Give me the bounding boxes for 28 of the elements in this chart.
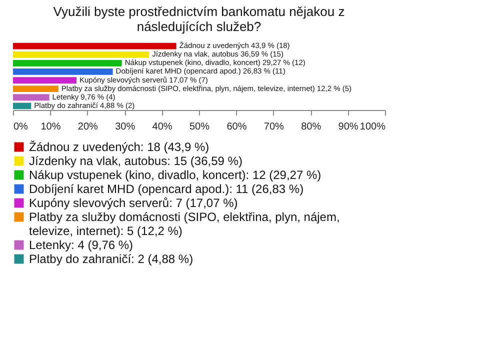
bar (13, 42, 176, 50)
bar (13, 77, 76, 84)
x-tick-label: 70% (264, 122, 284, 132)
x-tick-label: 90% (338, 122, 358, 132)
x-tick-label: 60% (226, 122, 247, 132)
x-tick-label: 0% (14, 122, 28, 132)
x-tick-label: 10% (40, 122, 61, 132)
bar (13, 94, 50, 101)
x-tick-label: 20% (78, 122, 98, 132)
text: Kupóny slevových serverů: 7 (17,07 %) (29, 196, 238, 210)
text: Dobíjení karet MHD (opencard apod.): 11 (26,83 %) (29, 182, 304, 196)
x-tick-label: 30% (115, 122, 136, 132)
text: Platby do zahraničí: 2 (4,88 %) (29, 252, 194, 266)
chart-title: Využili byste prostřednictvím bankomatu nějakou z následujících služeb? (53, 4, 345, 34)
text: Platby za služby domácnosti (SIPO, elektřina, plyn, nájem, televize, internet): 5 (12,2 %) (29, 210, 340, 238)
bar (13, 102, 32, 110)
bar (13, 86, 58, 92)
bar (13, 51, 150, 58)
x-tick-label: 40% (152, 122, 172, 132)
bar (13, 60, 122, 66)
x-tick-label: 80% (301, 122, 322, 132)
x-tick-label: 50% (189, 122, 210, 132)
text: Jízdenky na vlak, autobus: 15 (36,59 %) (29, 154, 242, 168)
text: Žádnou z uvedených: 18 (43,9 %) (29, 140, 210, 154)
x-tick-label: 100% (360, 122, 386, 132)
text: Nákup vstupenek (kino, divadlo, koncert): 12 (29,27 %) (29, 168, 322, 182)
text: Letenky: 4 (9,76 %) (29, 238, 134, 252)
bar (13, 68, 113, 75)
